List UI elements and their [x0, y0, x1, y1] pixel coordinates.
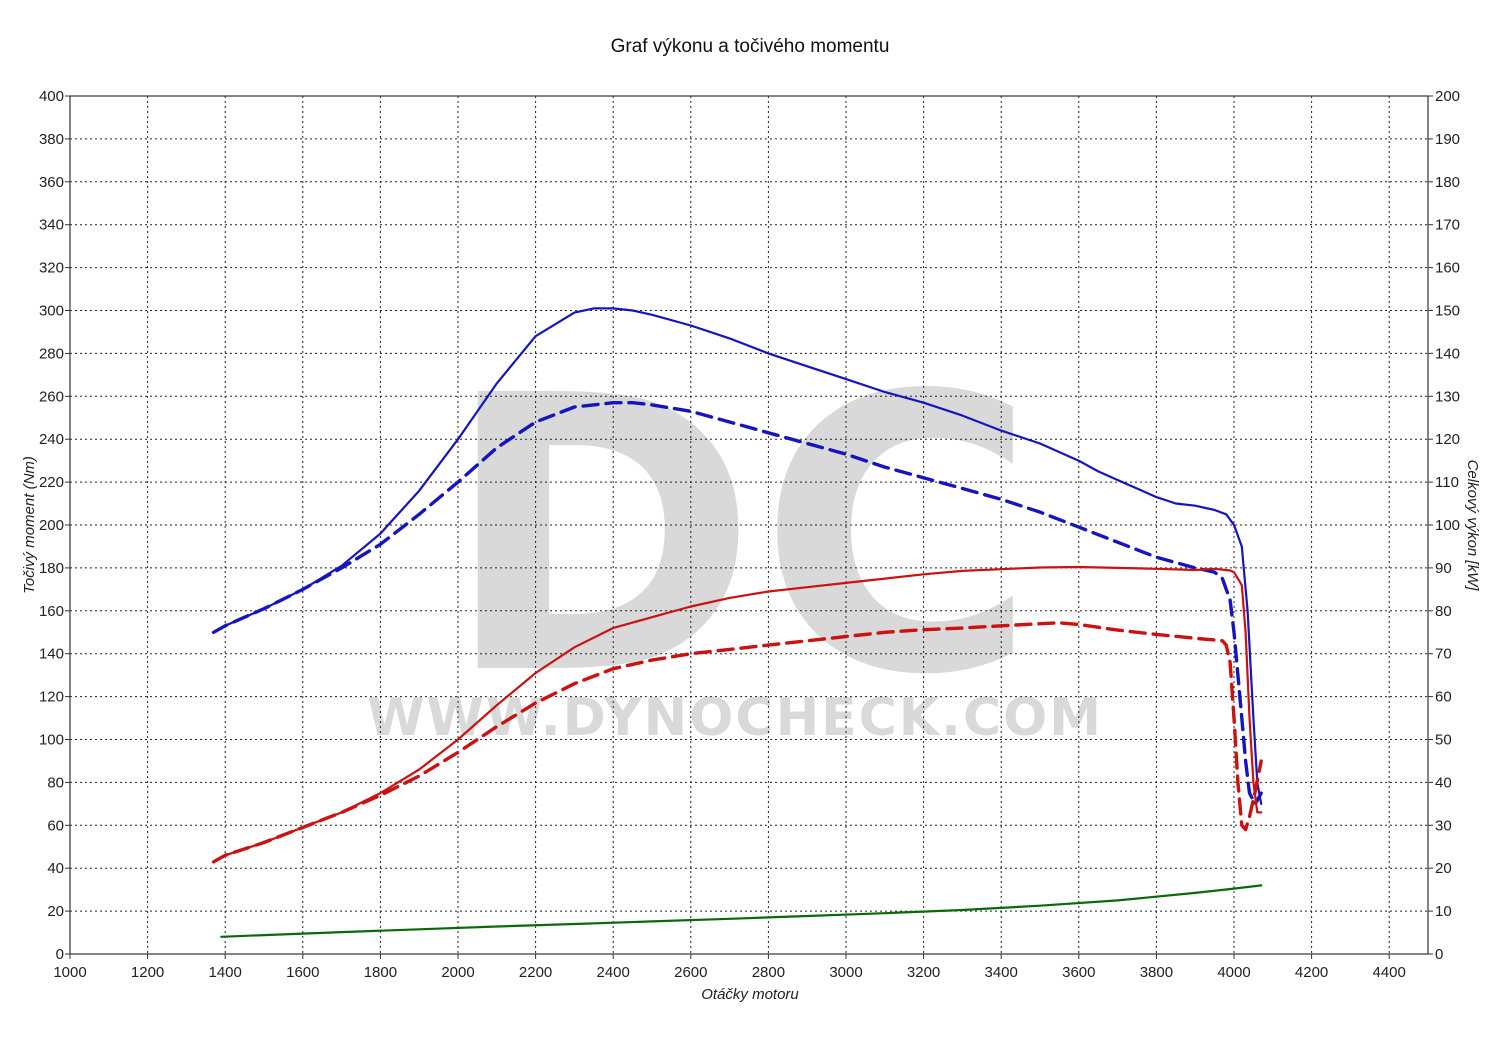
y-right-tick-label: 100 [1435, 517, 1460, 534]
x-tick-label: 3600 [1062, 964, 1095, 981]
y-left-tick-label: 40 [47, 860, 64, 877]
x-tick-label: 4400 [1373, 964, 1406, 981]
y-axis-right-ticks: 0 10 20 30 40 50 60 70 80 90 100 110 120 130 140 150 160… [1428, 88, 1460, 963]
y-left-tick-label: 120 [39, 689, 64, 706]
y-left-tick-label: 400 [39, 88, 64, 105]
y-left-tick-label: 160 [39, 603, 64, 620]
y-right-tick-label: 130 [1435, 388, 1460, 405]
series-line-5 [220, 884, 1263, 938]
y-left-tick-label: 80 [47, 774, 64, 791]
x-tick-label: 1200 [131, 964, 164, 981]
x-tick-label: 3400 [985, 964, 1018, 981]
x-tick-label: 3000 [829, 964, 862, 981]
y-left-tick-label: 300 [39, 303, 64, 320]
y-right-tick-label: 150 [1435, 303, 1460, 320]
x-axis-ticks: 1000 1200 1400 1600 1800 2000 2200 2400 2600 2800… [53, 954, 1406, 981]
y-left-tick-label: 0 [56, 946, 64, 963]
y-left-tick-label: 220 [39, 474, 64, 491]
y-left-tick-label: 260 [39, 388, 64, 405]
y-right-tick-label: 70 [1435, 646, 1452, 663]
watermark-url: WWW.DYNOCHECK.COM [367, 688, 1103, 748]
y-right-tick-label: 200 [1435, 88, 1460, 105]
y-right-tick-label: 30 [1435, 817, 1452, 834]
y-right-tick-label: 90 [1435, 560, 1452, 577]
y-right-tick-label: 170 [1435, 217, 1460, 234]
x-tick-label: 2800 [752, 964, 785, 981]
y-left-tick-label: 360 [39, 174, 64, 191]
y-right-tick-label: 80 [1435, 603, 1452, 620]
y-left-tick-label: 200 [39, 517, 64, 534]
x-tick-label: 2000 [441, 964, 474, 981]
x-tick-label: 2400 [597, 964, 630, 981]
x-axis-title: Otáčky motoru [701, 986, 799, 1003]
y-right-tick-label: 50 [1435, 732, 1452, 749]
x-tick-label: 2200 [519, 964, 552, 981]
series-line-1 [212, 307, 1263, 806]
x-tick-label: 1000 [53, 964, 86, 981]
x-tick-label: 4000 [1217, 964, 1250, 981]
y-left-tick-label: 280 [39, 345, 64, 362]
y-right-tick-label: 190 [1435, 131, 1460, 148]
y-right-tick-label: 140 [1435, 345, 1460, 362]
y-left-tick-label: 240 [39, 431, 64, 448]
series-group [211, 307, 1263, 938]
y-right-tick-label: 0 [1435, 946, 1443, 963]
y-left-tick-label: 140 [39, 646, 64, 663]
x-tick-label: 2600 [674, 964, 707, 981]
y-right-tick-label: 40 [1435, 774, 1452, 791]
y-right-tick-label: 160 [1435, 260, 1460, 277]
x-tick-label: 1600 [286, 964, 319, 981]
x-tick-label: 4200 [1295, 964, 1328, 981]
y-left-tick-label: 60 [47, 817, 64, 834]
x-tick-label: 1800 [364, 964, 397, 981]
x-tick-label: 1400 [209, 964, 242, 981]
y-left-tick-label: 320 [39, 260, 64, 277]
y-right-tick-label: 120 [1435, 431, 1460, 448]
y-left-tick-label: 100 [39, 732, 64, 749]
y-right-tick-label: 60 [1435, 689, 1452, 706]
y-left-tick-label: 340 [39, 217, 64, 234]
y-left-tick-label: 20 [47, 903, 64, 920]
x-tick-label: 3800 [1140, 964, 1173, 981]
y-axis-left-ticks: 0 20 40 60 80 100 120 140 160 180 200 220 240 260 280 3… [39, 88, 70, 963]
y-left-tick-label: 180 [39, 560, 64, 577]
y-right-tick-label: 20 [1435, 860, 1452, 877]
y-left-tick-label: 380 [39, 131, 64, 148]
y-right-tick-label: 180 [1435, 174, 1460, 191]
series-line-4 [211, 621, 1263, 864]
y-right-tick-label: 10 [1435, 903, 1452, 920]
y-right-tick-label: 110 [1435, 474, 1459, 491]
watermark-logo: DC [443, 315, 1037, 758]
y-axis-right-title: Celkový výkon [kW] [1464, 460, 1481, 592]
x-tick-label: 3200 [907, 964, 940, 981]
chart-title: Graf výkonu a točivého momentu [611, 36, 890, 57]
series-line-3 [212, 565, 1263, 863]
watermark: DC WWW.DYNOCHECK.COM [367, 315, 1103, 758]
series-line-2 [211, 401, 1263, 806]
y-axis-left-title: Točivý moment (Nm) [21, 456, 38, 594]
